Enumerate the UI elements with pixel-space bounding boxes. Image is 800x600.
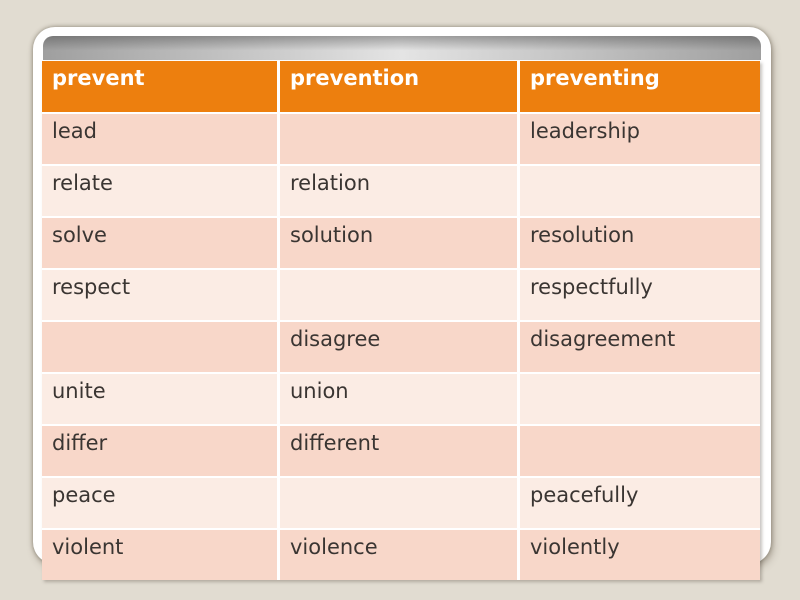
table-cell: disagreement — [520, 320, 760, 372]
table-row: respect respectfully — [42, 268, 760, 320]
table-header-row: prevent prevention preventing — [42, 61, 760, 112]
table-cell: relation — [280, 164, 520, 216]
table-row: relate relation — [42, 164, 760, 216]
table-cell: solution — [280, 216, 520, 268]
table-cell: unite — [42, 372, 280, 424]
table-cell — [520, 372, 760, 424]
table-row: solve solution resolution — [42, 216, 760, 268]
table-cell: differ — [42, 424, 280, 476]
table-cell: violently — [520, 528, 760, 580]
table-cell: respectfully — [520, 268, 760, 320]
table-cell: peacefully — [520, 476, 760, 528]
table-cell: different — [280, 424, 520, 476]
table-row: violent violence violently — [42, 528, 760, 580]
table-header: prevent prevention preventing — [42, 61, 760, 112]
table-cell — [42, 320, 280, 372]
table-cell — [280, 112, 520, 164]
table-cell: lead — [42, 112, 280, 164]
table-cell: union — [280, 372, 520, 424]
table-cell: leadership — [520, 112, 760, 164]
table-cell: disagree — [280, 320, 520, 372]
table-cell: peace — [42, 476, 280, 528]
table-row: lead leadership — [42, 112, 760, 164]
table-cell: solve — [42, 216, 280, 268]
column-header: prevent — [42, 61, 280, 112]
column-header: preventing — [520, 61, 760, 112]
table-cell — [280, 476, 520, 528]
table-row: unite union — [42, 372, 760, 424]
word-forms-table: prevent prevention preventing lead leadersh… — [42, 61, 760, 580]
table-cell: respect — [42, 268, 280, 320]
table-row: disagree disagreement — [42, 320, 760, 372]
table-cell — [520, 424, 760, 476]
table-cell: violent — [42, 528, 280, 580]
column-header: prevention — [280, 61, 520, 112]
table-body: lead leadership relate relation solve solutio… — [42, 112, 760, 580]
table-cell: relate — [42, 164, 280, 216]
table-cell — [520, 164, 760, 216]
table-row: differ different — [42, 424, 760, 476]
table-cell: resolution — [520, 216, 760, 268]
table-cell: violence — [280, 528, 520, 580]
metallic-header-bar — [43, 36, 761, 60]
table-cell — [280, 268, 520, 320]
table-row: peace peacefully — [42, 476, 760, 528]
